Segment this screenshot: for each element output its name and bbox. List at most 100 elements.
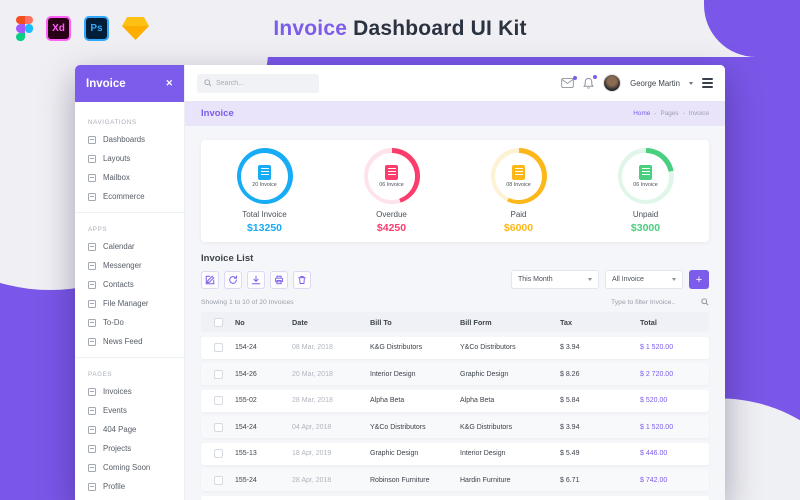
stat-overdue: 06 Invoice Overdue $4250 <box>328 148 455 234</box>
sidebar-item-404-page[interactable]: 404 Page <box>75 420 184 439</box>
chevron-down-icon <box>672 278 676 281</box>
sidebar-item-messenger[interactable]: Messenger <box>75 256 184 275</box>
table-row[interactable]: 155-13 18 Apr, 2019 Graphic Design Inter… <box>201 443 709 465</box>
brand-logo-text: Invoice <box>86 78 126 90</box>
period-select[interactable]: This Month <box>511 270 599 289</box>
invoice-table: No Date Bill To Bill Form Tax Total 154-… <box>201 312 709 500</box>
messenger-icon <box>88 262 96 270</box>
sidebar-item-projects[interactable]: Projects <box>75 439 184 458</box>
print-button[interactable] <box>270 271 288 289</box>
sidebar-item-file-manager[interactable]: File Manager <box>75 294 184 313</box>
notification-dot <box>593 75 597 79</box>
promo-title-highlight: Invoice <box>273 17 347 40</box>
sidebar-section-pages: PAGES <box>75 364 184 382</box>
main-panel: George Martin Invoice Home - Pages - Inv… <box>185 65 725 500</box>
sidebar-item-calendar[interactable]: Calendar <box>75 237 184 256</box>
invoice-list-toolbar: This Month All Invoice + <box>201 270 709 289</box>
row-checkbox[interactable] <box>214 343 223 352</box>
unpaid-ring: 06 Invoice <box>618 148 674 204</box>
sidebar-item-profile[interactable]: Profile <box>75 477 184 496</box>
search-icon <box>204 79 212 87</box>
menu-toggle-icon[interactable] <box>702 78 713 87</box>
bell-icon <box>583 77 594 89</box>
list-meta-row: Showing 1 to 10 of 20 Invoices <box>201 298 709 306</box>
add-invoice-button[interactable]: + <box>689 270 709 289</box>
select-all-checkbox[interactable] <box>214 318 223 327</box>
row-checkbox[interactable] <box>214 476 223 485</box>
sidebar-item-news-feed[interactable]: News Feed <box>75 332 184 351</box>
notification-dot <box>573 76 577 80</box>
topbar: George Martin <box>185 65 725 101</box>
envelope-icon <box>561 78 574 88</box>
sidebar-divider <box>75 212 184 213</box>
breadcrumb-current: Invoice <box>689 110 709 117</box>
invoices-icon <box>88 388 96 396</box>
sidebar-item-layouts[interactable]: Layouts <box>75 149 184 168</box>
breadcrumb: Home - Pages - Invoice <box>633 110 709 117</box>
messages-button[interactable] <box>561 78 574 88</box>
trash-icon <box>297 275 307 285</box>
search-icon <box>701 298 709 306</box>
table-row[interactable]: 154-24 08 Mar, 2018 K&G Distributors Y&C… <box>201 337 709 359</box>
search-box[interactable] <box>197 74 319 93</box>
ecommerce-icon <box>88 193 96 201</box>
events-icon <box>88 407 96 415</box>
row-checkbox[interactable] <box>214 449 223 458</box>
sidebar-item-mailbox[interactable]: Mailbox <box>75 168 184 187</box>
table-row[interactable]: 155-29 08 May, 2018 K&G Distributors Y&C… <box>201 496 709 500</box>
invoice-type-select[interactable]: All Invoice <box>605 270 683 289</box>
sidebar-item-todo[interactable]: To-Do <box>75 313 184 332</box>
refresh-button[interactable] <box>224 271 242 289</box>
table-row[interactable]: 155-02 28 Mar, 2018 Alpha Beta Alpha Bet… <box>201 390 709 412</box>
promo-title: Invoice Dashboard UI Kit <box>0 17 800 41</box>
sidebar-nav: NAVIGATIONS Dashboards Layouts Mailbox E… <box>75 102 184 500</box>
total-invoice-ring: 20 Invoice <box>237 148 293 204</box>
stat-value: $4250 <box>328 222 455 234</box>
sidebar-item-ecommerce[interactable]: Ecommerce <box>75 187 184 206</box>
edit-icon <box>205 275 215 285</box>
sidebar-item-contacts[interactable]: Contacts <box>75 275 184 294</box>
filter-input[interactable] <box>611 299 697 306</box>
invoice-icon <box>258 165 271 180</box>
sidebar-section-navigations: NAVIGATIONS <box>75 112 184 130</box>
delete-button[interactable] <box>293 271 311 289</box>
invoice-stats-card: 20 Invoice Total Invoice $13250 06 Invoi… <box>201 140 709 242</box>
breadcrumb-home[interactable]: Home <box>633 110 650 117</box>
edit-button[interactable] <box>201 271 219 289</box>
sidebar-item-invoices[interactable]: Invoices <box>75 382 184 401</box>
row-checkbox[interactable] <box>214 396 223 405</box>
row-checkbox[interactable] <box>214 423 223 432</box>
sidebar-item-dashboards[interactable]: Dashboards <box>75 130 184 149</box>
table-row[interactable]: 154-24 04 Apr, 2018 Y&Co Distributors K&… <box>201 416 709 438</box>
mailbox-icon <box>88 174 96 182</box>
sidebar-close-icon[interactable]: ✕ <box>165 78 173 89</box>
table-row[interactable]: 154-26 20 Mar, 2018 Interior Design Grap… <box>201 363 709 385</box>
projects-icon <box>88 445 96 453</box>
invoice-icon <box>512 165 525 180</box>
search-input[interactable] <box>216 80 306 87</box>
download-button[interactable] <box>247 271 265 289</box>
content-area: 20 Invoice Total Invoice $13250 06 Invoi… <box>185 126 725 500</box>
sidebar-section-apps: APPS <box>75 219 184 237</box>
table-header: No Date Bill To Bill Form Tax Total <box>201 312 709 332</box>
invoice-list-title: Invoice List <box>201 253 709 264</box>
calendar-icon <box>88 243 96 251</box>
user-name: George Martin <box>630 79 680 88</box>
table-row[interactable]: 155-24 28 Apr, 2018 Robinson Furniture H… <box>201 469 709 491</box>
sidebar-item-events[interactable]: Events <box>75 401 184 420</box>
stat-value: $13250 <box>201 222 328 234</box>
row-checkbox[interactable] <box>214 370 223 379</box>
page-header: Invoice Home - Pages - Invoice <box>185 101 725 126</box>
print-icon <box>274 275 284 285</box>
breadcrumb-pages[interactable]: Pages <box>660 110 678 117</box>
todo-icon <box>88 319 96 327</box>
invoice-icon <box>639 165 652 180</box>
promo-title-rest: Dashboard UI Kit <box>353 17 527 40</box>
stat-paid: 08 Invoice Paid $6000 <box>455 148 582 234</box>
sidebar-item-coming-soon[interactable]: Coming Soon <box>75 458 184 477</box>
notifications-button[interactable] <box>583 77 594 89</box>
chevron-down-icon[interactable] <box>689 82 693 85</box>
avatar[interactable] <box>603 74 621 92</box>
showing-count-text: Showing 1 to 10 of 20 Invoices <box>201 299 294 306</box>
layouts-icon <box>88 155 96 163</box>
